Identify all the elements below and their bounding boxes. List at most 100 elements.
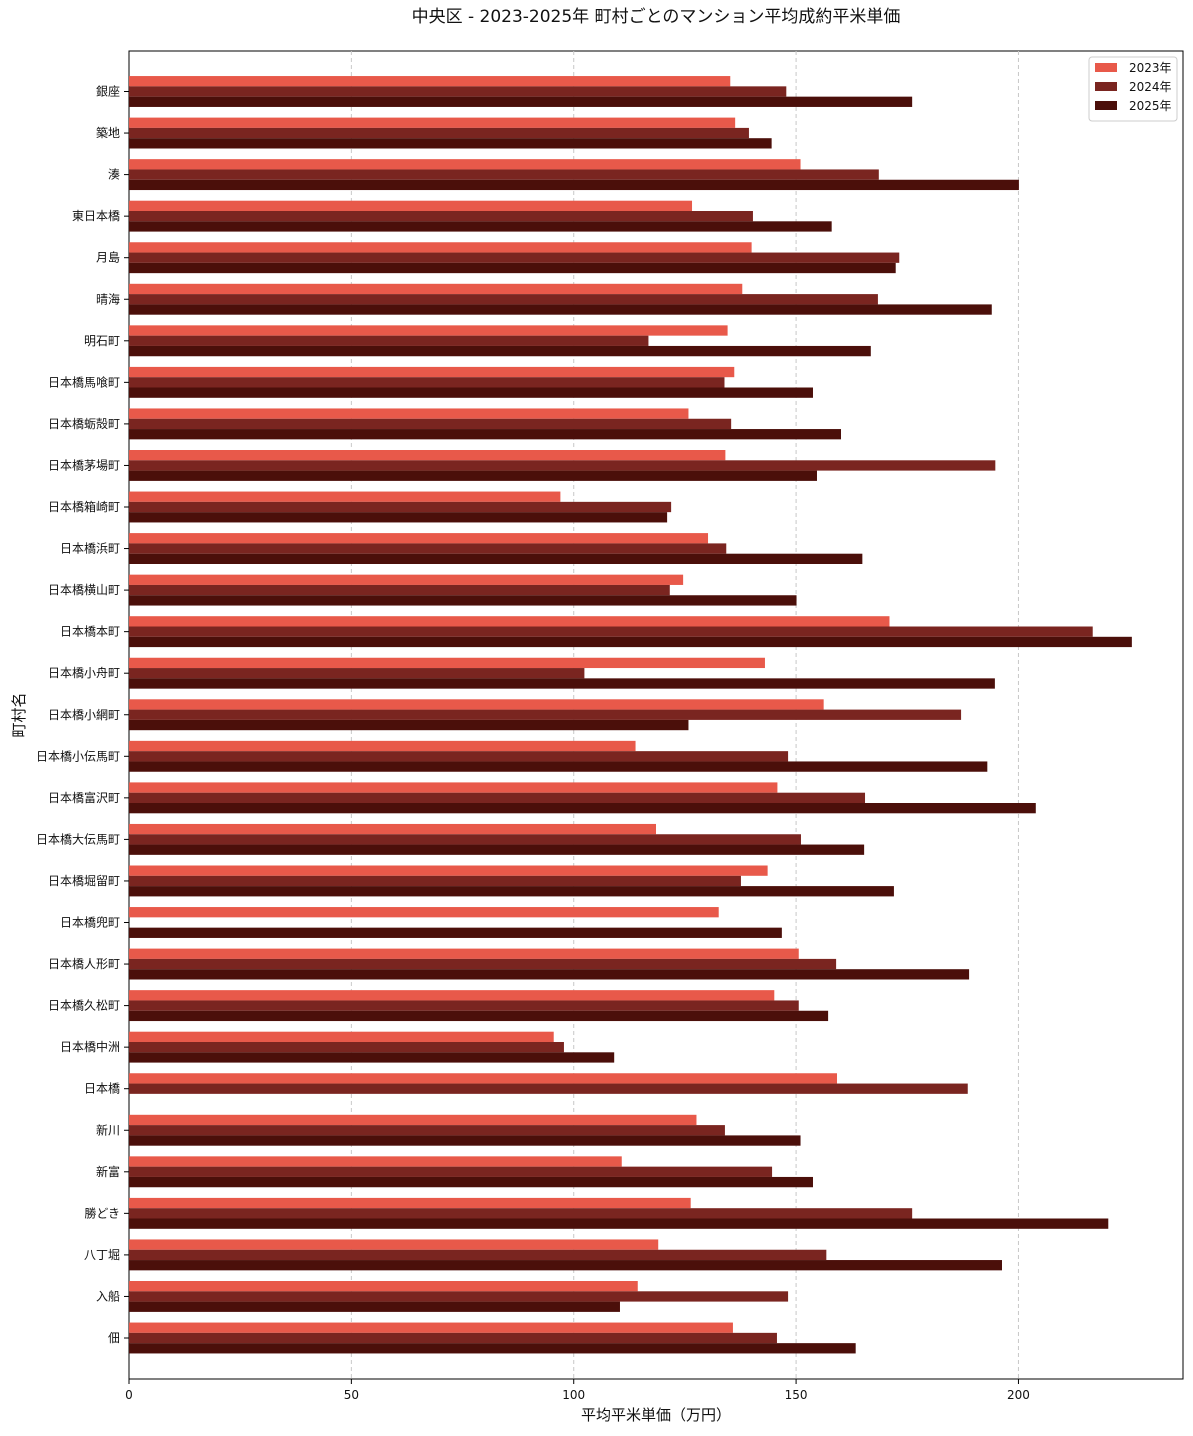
bar [129, 1218, 1109, 1229]
bar [129, 387, 813, 398]
y-tick-label: 佃 [108, 1331, 120, 1345]
bar [129, 740, 636, 752]
bar [129, 1125, 725, 1136]
legend-label: 2023年 [1129, 61, 1172, 75]
bar [129, 169, 879, 180]
bar [129, 958, 837, 970]
bar [129, 1114, 697, 1126]
bar [129, 211, 753, 222]
legend-swatch [1095, 101, 1117, 110]
bar [129, 200, 693, 211]
bar [129, 657, 765, 669]
bar [129, 325, 728, 336]
bar [129, 418, 732, 430]
bar [129, 138, 772, 149]
y-tick-label: 日本橋浜町 [60, 542, 120, 556]
y-tick-label: 日本橋兜町 [60, 915, 120, 930]
bar [129, 865, 768, 876]
bar [129, 719, 689, 731]
bar [129, 969, 970, 980]
bar [129, 179, 1019, 191]
bar [129, 907, 719, 918]
y-tick-label: 日本橋小舟町 [48, 666, 120, 680]
y-tick-label: 日本橋横山町 [48, 583, 120, 597]
bar [129, 886, 894, 897]
bar [129, 1291, 789, 1302]
bar [129, 1166, 773, 1177]
bar [129, 1208, 913, 1219]
legend-label: 2025年 [1129, 99, 1172, 113]
bar [129, 1156, 622, 1167]
bar [129, 1052, 615, 1063]
bar [129, 948, 799, 959]
y-tick-label: 日本橋箱崎町 [48, 499, 120, 514]
legend: 2023年 2024年 2025年 [1088, 56, 1178, 122]
bar [129, 1343, 856, 1354]
y-tick-label: 東日本橋 [72, 209, 120, 223]
chart-title: 中央区 - 2023-2025年 町村ごとのマンション平均成約平米単価 [412, 7, 901, 27]
y-tick-label: 日本橋人形町 [48, 957, 120, 971]
y-tick-label: 日本橋馬喰町 [48, 374, 120, 389]
bar [129, 844, 865, 855]
bar [129, 304, 992, 315]
bar [129, 636, 1132, 648]
bar [129, 491, 561, 502]
y-tick-label: 日本橋大伝馬町 [36, 832, 120, 846]
bar [129, 823, 656, 835]
bar [129, 408, 689, 419]
x-tick-label: 100 [562, 1388, 585, 1402]
bar [129, 626, 1093, 637]
bar [129, 1332, 777, 1344]
bar [129, 335, 649, 346]
bar [129, 450, 726, 461]
bar [129, 159, 801, 170]
bar [129, 761, 988, 772]
bar [129, 377, 725, 388]
bar [129, 1042, 564, 1053]
bar [129, 1135, 801, 1146]
y-tick-label: 明石町 [84, 334, 120, 348]
bar [129, 1249, 827, 1261]
bar [129, 96, 913, 107]
bar [129, 76, 731, 87]
y-tick-label: 入船 [96, 1289, 120, 1303]
y-tick-label: 日本橋小伝馬町 [36, 749, 120, 763]
legend-swatch [1095, 63, 1117, 72]
y-tick-label: 銀座 [96, 84, 120, 99]
bar [129, 553, 863, 564]
x-tick-label: 200 [1007, 1388, 1030, 1402]
y-tick-label: 日本橋堀留町 [48, 873, 120, 888]
y-tick-label: 日本橋茅場町 [48, 458, 120, 472]
y-tick-label: 八丁堀 [84, 1247, 120, 1262]
x-tick-label: 150 [785, 1388, 808, 1402]
bar [129, 616, 890, 627]
y-tick-label: 日本橋蛎殻町 [48, 416, 120, 431]
y-axis: 銀座築地湊東日本橋月島晴海明石町日本橋馬喰町日本橋蛎殻町日本橋茅場町日本橋箱崎町… [36, 84, 129, 1345]
bar [129, 533, 709, 544]
bar [129, 668, 585, 679]
y-tick-label: 月島 [96, 250, 120, 265]
bar [129, 699, 824, 710]
y-tick-label: 新富 [96, 1164, 120, 1179]
y-tick-label: 日本橋久松町 [48, 999, 120, 1013]
bar [129, 678, 995, 689]
x-tick-label: 50 [344, 1388, 359, 1402]
bar [129, 242, 752, 253]
bar [129, 1197, 691, 1209]
bar [129, 252, 900, 263]
bar [129, 1031, 554, 1042]
x-axis-label: 平均平米単価（万円） [581, 1406, 731, 1424]
y-tick-label: 築地 [96, 125, 120, 140]
legend-swatch [1095, 82, 1117, 91]
x-axis: 0 50 100 150 200 [125, 1379, 1030, 1402]
bar [129, 366, 735, 378]
bar [129, 782, 778, 793]
bar [129, 117, 736, 128]
bar [129, 834, 801, 845]
bar [129, 803, 1036, 814]
y-tick-label: 勝どき [84, 1205, 120, 1220]
bar [129, 1239, 659, 1250]
y-axis-label: 町村名 [10, 692, 28, 737]
bar [129, 470, 817, 481]
